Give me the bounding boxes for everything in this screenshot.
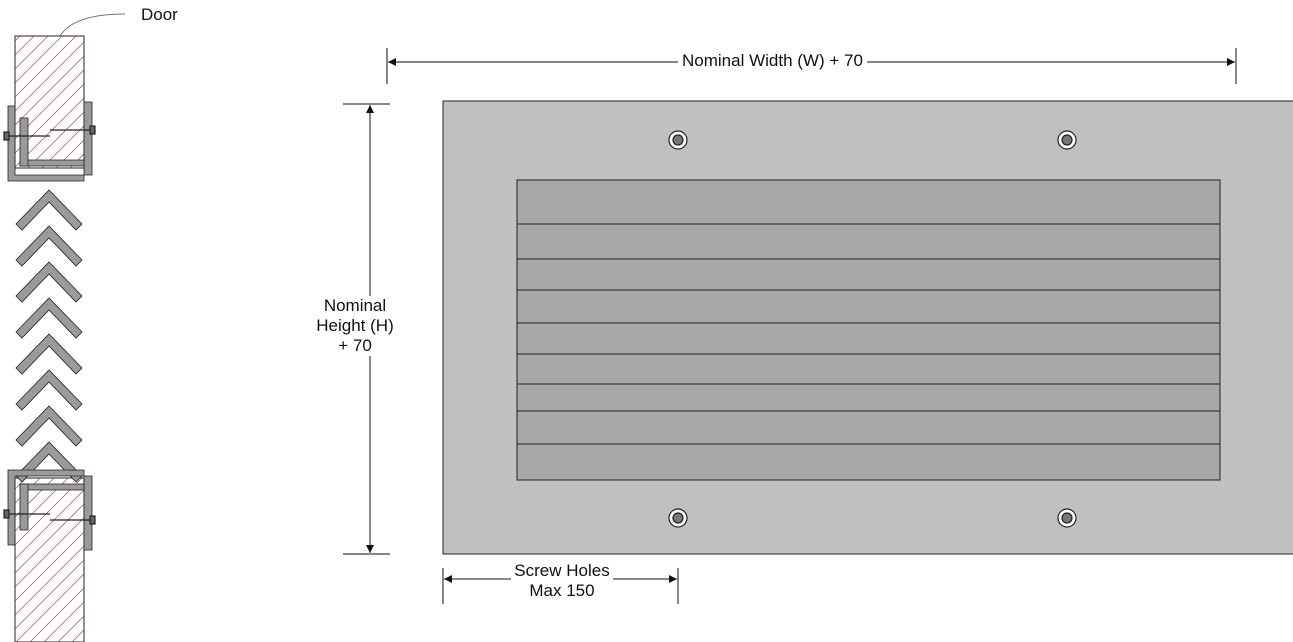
screw-lower bbox=[3, 509, 96, 525]
louver-blade bbox=[516, 383, 1221, 412]
screw-holes bbox=[668, 130, 1077, 528]
louver-blade bbox=[516, 258, 1221, 291]
frame-channel-lower bbox=[7, 469, 93, 551]
height-label-line2: Height (H) bbox=[316, 316, 394, 335]
screw-hole-bottom-left bbox=[668, 508, 688, 528]
height-label-line3: + 70 bbox=[338, 336, 372, 355]
screw-hole-top-left bbox=[668, 130, 688, 150]
door-leader-line bbox=[59, 13, 126, 37]
section-view bbox=[3, 13, 126, 642]
height-label-line1: Nominal bbox=[323, 296, 387, 315]
screw-hole-bottom-right bbox=[1057, 508, 1077, 528]
screw-hole-top-right bbox=[1057, 130, 1077, 150]
louver-blade bbox=[516, 289, 1221, 324]
frame-channel-upper bbox=[7, 101, 93, 182]
louver-blade bbox=[516, 410, 1221, 445]
louver-blade bbox=[516, 322, 1221, 355]
louver-blade bbox=[516, 223, 1221, 260]
louver-blade bbox=[516, 353, 1221, 385]
louver-blade bbox=[516, 179, 1221, 225]
screw-label-line2: Max 150 bbox=[529, 581, 595, 600]
door-label: Door bbox=[141, 5, 178, 25]
louver-blades bbox=[516, 179, 1221, 481]
width-dimension-label: Nominal Width (W) + 70 bbox=[678, 51, 867, 71]
screw-label-line1: Screw Holes bbox=[511, 561, 613, 581]
height-dimension-label: Nominal Height (H) + 70 bbox=[300, 296, 410, 356]
screw-upper bbox=[3, 125, 96, 141]
louver-blade bbox=[516, 443, 1221, 481]
screw-holes-label: Screw Holes Max 150 bbox=[492, 561, 632, 601]
front-view bbox=[343, 48, 1293, 604]
louver-blades-section bbox=[15, 189, 83, 483]
